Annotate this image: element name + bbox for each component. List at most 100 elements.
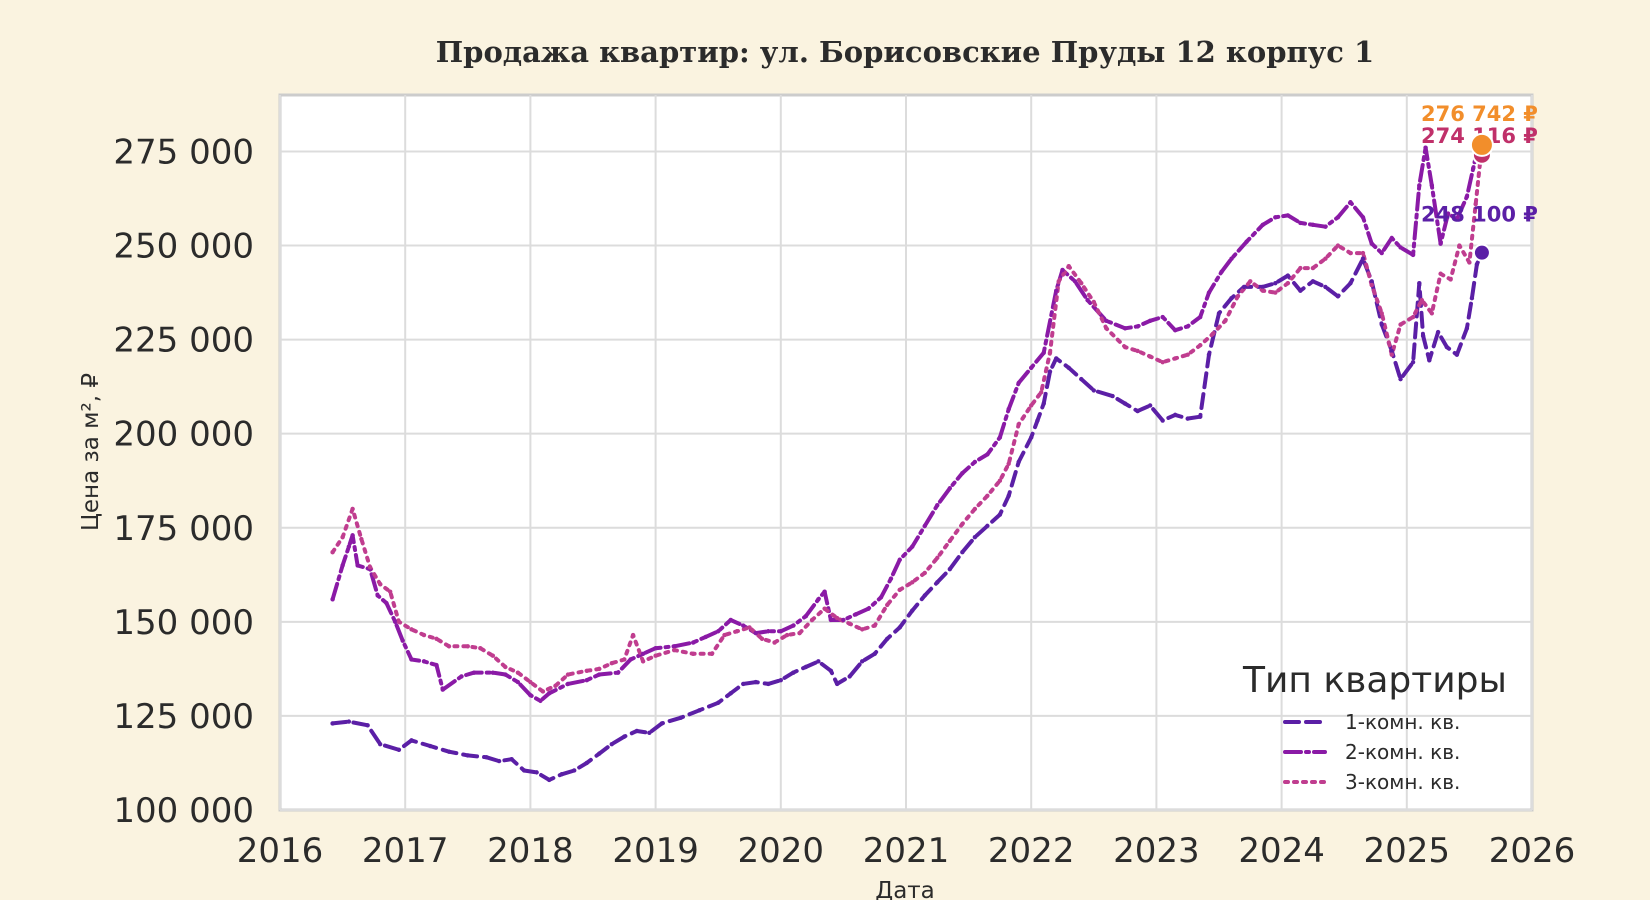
data-point [722, 632, 727, 638]
data-point [515, 670, 521, 675]
data-point [503, 664, 508, 670]
data-point [791, 623, 796, 628]
data-point [922, 523, 927, 529]
data-point [1310, 222, 1316, 228]
data-point [1273, 280, 1278, 286]
data-point [446, 644, 452, 649]
legend-label: 1-комн. кв. [1345, 710, 1460, 734]
data-point [1310, 265, 1316, 271]
x-tick-label: 2018 [487, 831, 574, 871]
y-tick-label: 150 000 [113, 603, 254, 643]
data-point [960, 550, 965, 555]
data-point [653, 653, 658, 658]
data-point [340, 534, 345, 540]
data-point [935, 502, 940, 508]
data-point [1423, 145, 1428, 150]
data-point [803, 613, 809, 619]
data-point [1429, 311, 1435, 316]
data-point [521, 768, 527, 773]
data-point [922, 593, 927, 598]
data-point [1006, 407, 1011, 412]
data-point [330, 597, 335, 602]
data-point [1410, 252, 1416, 258]
y-tick-label: 275 000 [113, 132, 254, 172]
data-point [834, 615, 840, 621]
data-point [822, 606, 827, 611]
y-tick-label: 250 000 [113, 227, 254, 267]
data-point [528, 679, 533, 685]
data-point [428, 743, 433, 749]
data-point [540, 689, 546, 694]
data-point [1379, 250, 1384, 256]
data-point [387, 589, 393, 594]
data-point [1091, 388, 1097, 393]
x-tick-label: 2016 [237, 831, 324, 871]
data-point [400, 638, 405, 643]
data-point [409, 657, 414, 662]
data-point [897, 557, 902, 562]
y-axis-ticks: 100 000 125 000 150 000 175 000 200 000 225 0… [113, 132, 254, 831]
data-point [985, 493, 990, 498]
data-point [346, 544, 352, 549]
data-point [1060, 267, 1065, 273]
y-tick-label: 200 000 [113, 415, 254, 455]
data-point [330, 721, 335, 726]
data-point [872, 623, 877, 628]
data-point [728, 691, 733, 696]
x-axis-label: Дата [875, 878, 935, 900]
data-point [910, 544, 915, 549]
x-axis-ticks: 2016 2017 2018 2019 2020 2021 2022 2023 2024 2025… [237, 831, 1576, 871]
data-point [728, 617, 733, 623]
data-point [409, 738, 414, 743]
y-tick-label: 175 000 [113, 509, 254, 549]
data-point [947, 566, 953, 572]
data-point [741, 681, 746, 687]
data-point [1379, 322, 1384, 327]
data-point [716, 629, 721, 634]
data-point [1147, 318, 1153, 323]
data-point [1410, 314, 1416, 320]
data-point [766, 681, 771, 687]
data-point [690, 640, 696, 645]
data-point [1474, 262, 1480, 267]
data-point [1091, 299, 1097, 305]
data-point [597, 666, 602, 672]
data-point [766, 629, 771, 634]
data-point [340, 563, 345, 568]
data-point [609, 661, 614, 666]
data-point [1122, 326, 1128, 331]
data-point [1223, 318, 1228, 323]
data-point [471, 670, 477, 675]
data-point [1135, 348, 1140, 354]
data-point [1323, 256, 1328, 261]
data-point [647, 730, 652, 736]
data-point [841, 617, 846, 623]
data-point [935, 555, 940, 561]
data-point [640, 651, 646, 657]
data-point [1006, 461, 1011, 466]
data-point [709, 651, 715, 657]
data-point [1360, 256, 1366, 261]
data-point [1006, 493, 1011, 498]
data-point [634, 728, 640, 734]
data-point [784, 632, 790, 638]
data-point [1016, 459, 1021, 465]
data-point [1260, 284, 1266, 290]
data-point [859, 627, 865, 632]
data-point [1016, 380, 1021, 386]
data-point [1398, 376, 1403, 382]
data-point [772, 640, 777, 645]
data-point [440, 687, 445, 692]
data-point [1273, 290, 1278, 295]
data-point [1066, 264, 1071, 269]
data-point [1348, 250, 1353, 256]
data-point [1273, 215, 1278, 220]
data-point [1147, 403, 1153, 408]
data-point [1398, 322, 1403, 327]
data-point [888, 576, 894, 581]
data-point [515, 679, 521, 685]
data-point [1185, 416, 1190, 421]
data-point [960, 521, 965, 527]
data-point [1160, 359, 1165, 365]
